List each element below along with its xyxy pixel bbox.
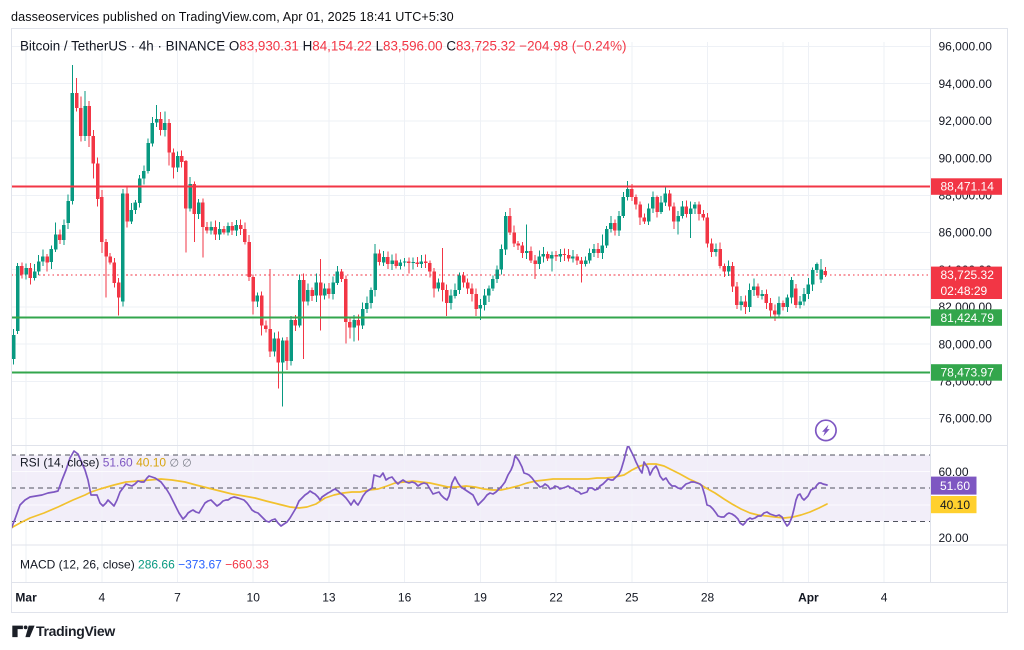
svg-text:90,000.00: 90,000.00 (939, 151, 993, 165)
svg-text:Apr: Apr (798, 591, 819, 605)
svg-text:22: 22 (549, 591, 563, 605)
svg-text:13: 13 (322, 591, 336, 605)
svg-text:78,473.97: 78,473.97 (941, 366, 995, 380)
svg-text:80,000.00: 80,000.00 (939, 337, 993, 351)
svg-text:4: 4 (881, 591, 888, 605)
svg-text:83,725.32: 83,725.32 (941, 268, 995, 282)
svg-text:02:48:29: 02:48:29 (941, 284, 988, 298)
svg-text:25: 25 (625, 591, 639, 605)
svg-text:51.60: 51.60 (940, 479, 970, 493)
svg-text:16: 16 (398, 591, 412, 605)
svg-text:Bitcoin / TetherUS · 4h · BINA: Bitcoin / TetherUS · 4h · BINANCE O83,93… (20, 39, 626, 54)
svg-text:19: 19 (474, 591, 488, 605)
svg-text:92,000.00: 92,000.00 (939, 114, 993, 128)
svg-text:40.10: 40.10 (940, 498, 970, 512)
svg-text:60.00: 60.00 (939, 465, 969, 479)
svg-text:88,471.14: 88,471.14 (941, 180, 995, 194)
svg-text:28: 28 (701, 591, 715, 605)
svg-text:86,000.00: 86,000.00 (939, 226, 993, 240)
svg-text:96,000.00: 96,000.00 (939, 40, 993, 54)
svg-text:20.00: 20.00 (939, 531, 969, 545)
svg-text:RSI (14, close) 51.60 40.10 ∅: RSI (14, close) 51.60 40.10 ∅ ∅ (20, 456, 192, 470)
svg-text:81,424.79: 81,424.79 (941, 311, 995, 325)
svg-text:7: 7 (174, 591, 181, 605)
svg-text:Mar: Mar (15, 591, 37, 605)
svg-text:4: 4 (98, 591, 105, 605)
svg-text:94,000.00: 94,000.00 (939, 77, 993, 91)
svg-text:MACD (12, 26, close) 286.66 −3: MACD (12, 26, close) 286.66 −373.67 −660… (20, 558, 269, 572)
svg-text:76,000.00: 76,000.00 (939, 412, 993, 426)
svg-text:10: 10 (247, 591, 261, 605)
